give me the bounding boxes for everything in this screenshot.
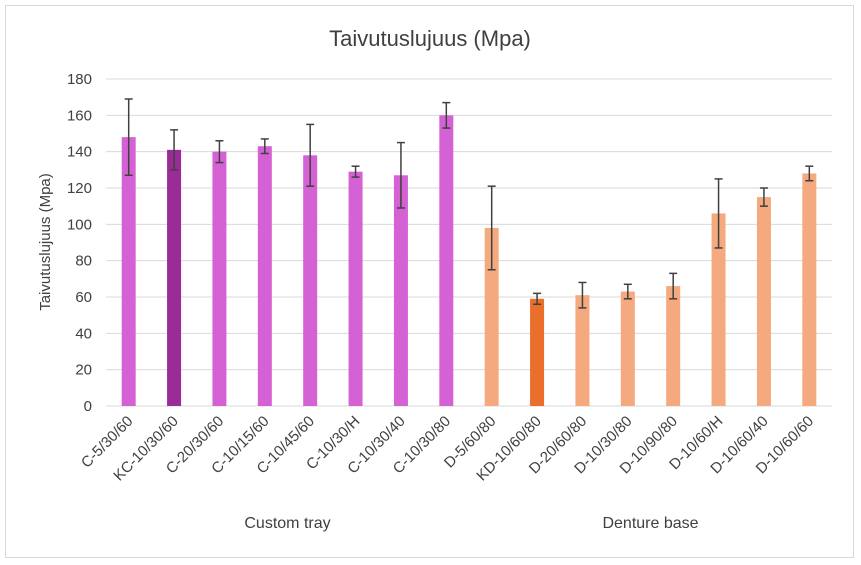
error-bar: [578, 281, 587, 309]
bar: [439, 115, 454, 406]
bar: [802, 173, 817, 406]
error-bar: [215, 140, 224, 164]
error-bar: [533, 292, 542, 306]
y-tick-label: 60: [75, 289, 92, 306]
error-bar: [805, 165, 814, 182]
bar: [303, 155, 318, 406]
bar: [257, 146, 272, 406]
error-bar: [306, 123, 315, 187]
bar: [666, 286, 681, 406]
bar: [484, 227, 499, 406]
y-tick-label: 40: [75, 325, 92, 342]
y-axis-label: Taivutuslujuus (Mpa): [37, 173, 54, 311]
y-tick-label: 140: [67, 144, 92, 161]
x-group-label: Denture base: [602, 515, 698, 532]
y-tick-label: 160: [67, 107, 92, 124]
bar: [393, 175, 408, 406]
error-bar: [669, 272, 678, 300]
y-tick-label: 180: [67, 71, 92, 88]
error-bar: [170, 129, 179, 171]
error-bar: [351, 165, 360, 178]
bar: [756, 197, 771, 406]
bar: [212, 151, 227, 406]
error-bar: [759, 187, 768, 207]
error-bar: [124, 98, 133, 177]
error-bar: [714, 178, 723, 249]
chart-title: Taivutuslujuus (Mpa): [329, 26, 531, 51]
bar: [167, 149, 182, 406]
bar: [121, 137, 136, 406]
bar: [530, 298, 545, 406]
error-bar: [623, 283, 632, 300]
error-bar: [487, 185, 496, 271]
bar: [575, 295, 590, 406]
bar: [620, 291, 635, 406]
chart-frame: [5, 5, 854, 558]
y-tick-label: 100: [67, 216, 92, 233]
y-tick-label: 80: [75, 253, 92, 270]
y-tick-label: 0: [84, 398, 92, 415]
bar: [348, 171, 363, 406]
error-bar: [396, 141, 405, 209]
error-bar: [442, 101, 451, 129]
x-group-label: Custom tray: [244, 515, 330, 532]
error-bar: [260, 138, 269, 155]
y-tick-label: 120: [67, 180, 92, 197]
y-tick-label: 20: [75, 362, 92, 379]
bar: [711, 213, 726, 406]
